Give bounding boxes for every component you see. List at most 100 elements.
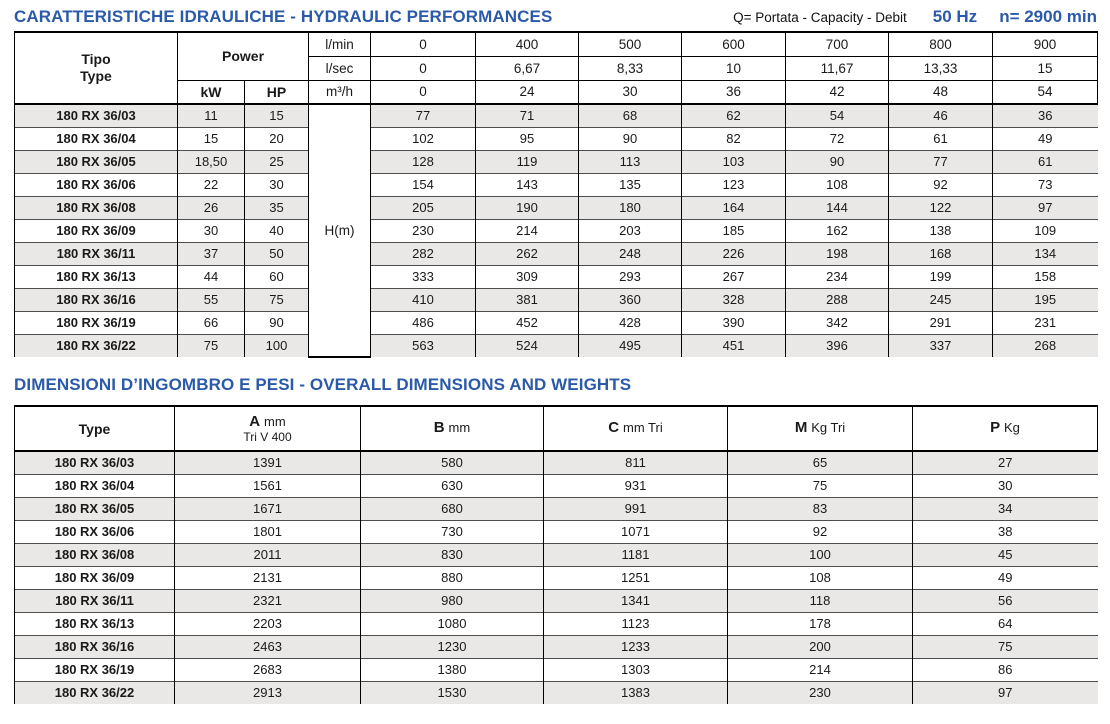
dim-a-cell: 2011 [174,542,361,566]
weight-p-cell: 64 [912,611,1098,635]
dim-b-cell: 1230 [360,634,544,658]
hydraulics-titlebar: CARATTERISTICHE IDRAULICHE - HYDRAULIC P… [14,7,1097,27]
dim-a-cell: 2321 [174,588,361,612]
flow-value: 800 [888,31,994,57]
head-cell: 226 [681,241,787,265]
head-cell: 95 [475,126,580,150]
weight-p-cell: 49 [912,565,1098,589]
flow-value: 8,33 [578,55,683,81]
col-sub: Tri V 400 [243,430,292,445]
dimensions-title: DIMENSIONI D’INGOMBRO E PESI - OVERALL D… [14,375,632,394]
flow-value: 0 [370,55,477,81]
head-cell: 203 [578,218,683,242]
dim-b-cell: 1380 [360,657,544,681]
flow-unit-m3h: m³/h [308,79,372,105]
head-cell: 185 [681,218,787,242]
weight-m-cell: 108 [727,565,913,589]
flow-value: 6,67 [475,55,580,81]
weight-m-cell: 92 [727,519,913,543]
dim-b-cell: 730 [360,519,544,543]
head-cell: 451 [681,333,787,357]
flow-value: 700 [785,31,890,57]
hp-cell: 20 [243,126,310,150]
weight-p-cell: 27 [912,451,1098,474]
dimension-row: 180 RX 36/03 1391 580 811 65 27 [14,451,1098,474]
weight-m-cell: 65 [727,451,913,474]
dimension-row: 180 RX 36/13 2203 1080 1123 178 64 [14,611,1098,635]
pump-row: 180 RX 36/05 18,50 25 128 119 113 103 90… [14,149,1098,173]
hp-cell: 60 [243,264,310,288]
dim-b-cell: 630 [360,473,544,497]
kw-cell: 18,50 [177,149,245,173]
pump-row: 180 RX 36/06 22 30 154 143 135 123 108 9… [14,172,1098,196]
kw-cell: 55 [177,287,245,311]
dim-a-cell: 2913 [174,680,361,704]
dim-c-cell: 1341 [543,588,728,612]
weight-m-cell: 214 [727,657,913,681]
col-unit: mm [264,413,286,429]
head-cell: 61 [992,149,1098,173]
head-cell: 62 [681,104,787,127]
pump-row: 180 RX 36/19 66 90 486 452 428 390 342 2… [14,310,1098,334]
head-cell: 168 [888,241,994,265]
hp-cell: 100 [243,333,310,357]
pump-row: 180 RX 36/22 75 100 563 524 495 451 396 … [14,333,1098,357]
flow-value: 13,33 [888,55,994,81]
frequency-label: 50 Hz [932,7,978,26]
kw-cell: 15 [177,126,245,150]
head-cell: 158 [992,264,1098,288]
head-cell: 396 [785,333,890,357]
dim-a-cell: 2683 [174,657,361,681]
pump-type-cell: 180 RX 36/06 [14,519,175,543]
head-cell: 77 [888,149,994,173]
head-cell: 190 [475,195,580,219]
head-unit-cell: H(m) [308,104,372,358]
pump-row: 180 RX 36/09 30 40 230 214 203 185 162 1… [14,218,1098,242]
head-cell: 360 [578,287,683,311]
head-cell: 262 [475,241,580,265]
kw-cell: 66 [177,310,245,334]
head-cell: 119 [475,149,580,173]
head-cell: 102 [370,126,477,150]
head-cell: 92 [888,172,994,196]
flow-value: 500 [578,31,683,57]
col-letter: M [794,419,808,437]
head-cell: 195 [992,287,1098,311]
dim-c-cell: 1181 [543,542,728,566]
col-header-power: Power [176,31,310,81]
flow-value: 400 [475,31,580,57]
flow-value: 600 [681,31,787,57]
head-cell: 123 [681,172,787,196]
weight-p-cell: 30 [912,473,1098,497]
col-header-tipo-type: Tipo Type [14,31,178,105]
col-header-hp: HP [243,79,310,105]
weight-m-cell: 83 [727,496,913,520]
head-cell: 90 [578,126,683,150]
col-header-type: Type [14,405,175,452]
head-cell: 138 [888,218,994,242]
head-cell: 103 [681,149,787,173]
head-cell: 49 [992,126,1098,150]
pump-type-cell: 180 RX 36/19 [14,657,175,681]
hp-cell: 25 [243,149,310,173]
dim-c-cell: 1233 [543,634,728,658]
weight-p-cell: 86 [912,657,1098,681]
kw-cell: 75 [177,333,245,357]
pump-type-cell: 180 RX 36/03 [14,104,178,127]
pump-row: 180 RX 36/08 26 35 205 190 180 164 144 1… [14,195,1098,219]
flow-value: 54 [992,79,1099,105]
flow-value: 10 [681,55,787,81]
head-cell: 452 [475,310,580,334]
dimension-row: 180 RX 36/11 2321 980 1341 118 56 [14,588,1098,612]
hp-cell: 15 [243,104,310,127]
dimensions-weights-table: Type A mm Tri V 400 B mm C mm Tri M Kg T… [14,405,1098,704]
head-cell: 164 [681,195,787,219]
col-unit: mm Tri [623,420,663,436]
head-cell: 61 [888,126,994,150]
hp-cell: 40 [243,218,310,242]
head-cell: 410 [370,287,477,311]
head-cell: 267 [681,264,787,288]
head-cell: 77 [370,104,477,127]
hp-cell: 35 [243,195,310,219]
pump-type-cell: 180 RX 36/16 [14,634,175,658]
